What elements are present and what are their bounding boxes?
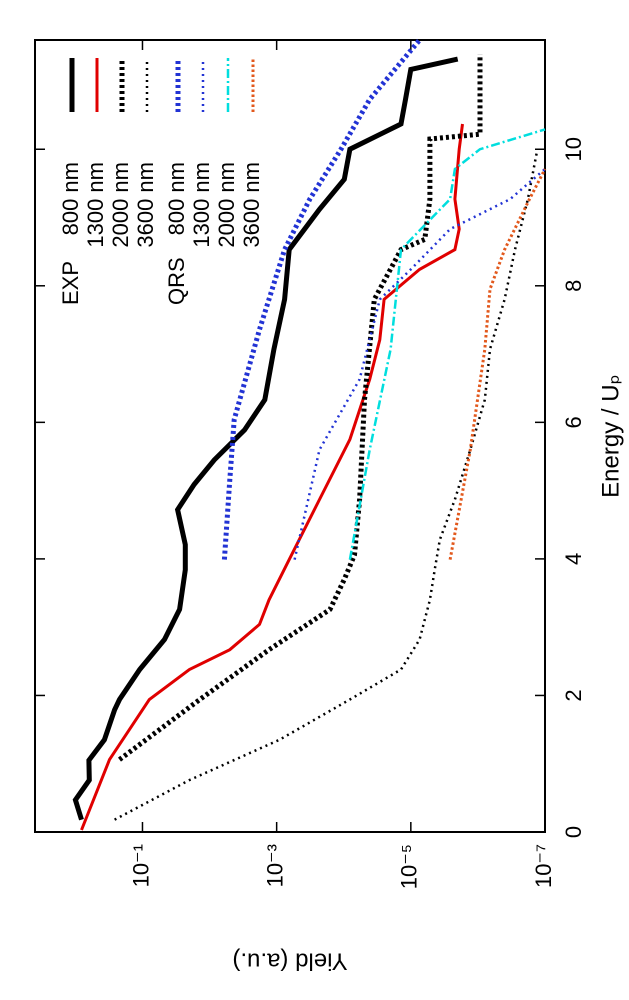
data-line [293, 168, 546, 560]
legend-label: 1300 nm [189, 162, 214, 248]
data-line [118, 54, 483, 762]
legend-label: 3600 nm [133, 162, 158, 248]
x-tick-label: 0 [561, 826, 586, 838]
x-tick-label: 6 [561, 416, 586, 428]
x-axis-label: Energy / Uₚ [597, 374, 624, 498]
legend-group-label: EXP [58, 261, 83, 305]
data-line [114, 148, 539, 821]
plot-frame [34, 39, 546, 833]
data-line [221, 38, 422, 560]
data-line [72, 56, 459, 821]
y-tick-label: 10⁻³ [262, 844, 287, 887]
legend-label: 800 nm [164, 162, 189, 235]
y-axis-label: Yield (a.u.) [232, 948, 347, 975]
legend-label: 2000 nm [108, 162, 133, 248]
x-tick-label: 4 [561, 553, 586, 565]
y-tick-label: 10⁻⁷ [531, 844, 556, 888]
x-tick-label: 8 [561, 280, 586, 292]
x-tick-label: 2 [561, 689, 586, 701]
legend-group-label: QRS [164, 257, 189, 305]
y-tick-label: 10⁻¹ [128, 844, 153, 887]
data-line [80, 123, 464, 831]
legend-label: 2000 nm [214, 162, 239, 248]
legend-label: 3600 nm [239, 162, 264, 248]
data-line [448, 168, 547, 560]
rotated-chart: Energy / Uₚ Yield (a.u.) 0 2 4 6 8 10 10⁻¹ 10⁻³… [34, 38, 624, 975]
legend-label: 1300 nm [83, 162, 108, 248]
legend-label: 800 nm [58, 162, 83, 235]
data-line [348, 128, 546, 560]
y-tick-label: 10⁻⁵ [397, 844, 422, 889]
x-tick-label: 10 [561, 137, 586, 161]
